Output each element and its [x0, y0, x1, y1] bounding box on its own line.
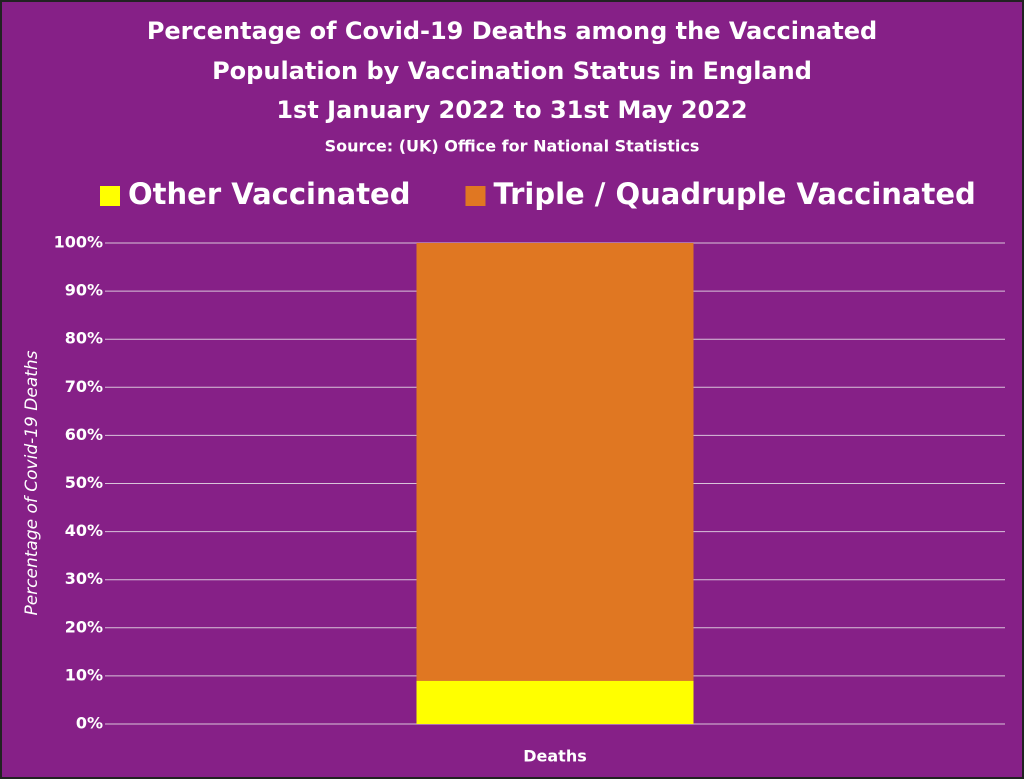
y-tick-label: 60%: [65, 425, 103, 444]
y-tick-label: 40%: [65, 521, 103, 540]
chart-title: Percentage of Covid-19 Deaths among the …: [147, 17, 877, 45]
bar-segment: [416, 680, 694, 724]
x-tick-label: Deaths: [523, 747, 587, 766]
chart-title: Population by Vaccination Status in Engl…: [212, 57, 812, 85]
legend-label: Other Vaccinated: [128, 177, 410, 211]
y-tick-label: 30%: [65, 569, 103, 588]
y-tick-label: 70%: [65, 377, 103, 396]
y-tick-label: 10%: [65, 665, 103, 684]
y-tick-label: 0%: [76, 714, 103, 733]
y-axis-label: Percentage of Covid-19 Deaths: [22, 350, 42, 615]
legend-swatch: [100, 186, 120, 206]
y-tick-label: 100%: [54, 233, 103, 252]
y-tick-label: 80%: [65, 329, 103, 348]
chart-subtitle: 1st January 2022 to 31st May 2022: [276, 96, 747, 124]
y-tick-label: 50%: [65, 473, 103, 492]
y-tick-label: 90%: [65, 281, 103, 300]
chart-source: Source: (UK) Office for National Statist…: [325, 137, 700, 156]
legend-label: Triple / Quadruple Vaccinated: [493, 177, 975, 211]
y-tick-label: 20%: [65, 617, 103, 636]
bar-segment: [416, 243, 694, 681]
legend-swatch: [465, 186, 486, 206]
